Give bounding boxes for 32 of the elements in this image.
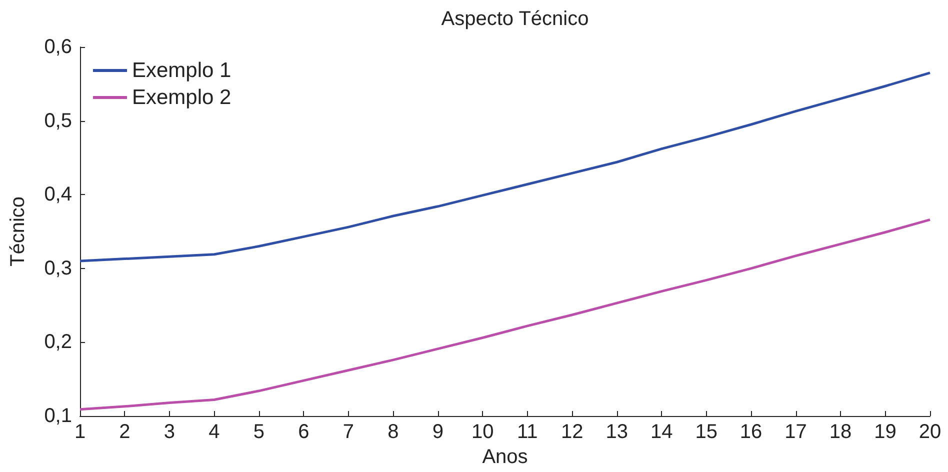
x-tick-label: 7	[342, 421, 354, 443]
legend-label: Exemplo 2	[132, 86, 232, 109]
x-tick-label: 12	[560, 421, 584, 443]
x-tick-label: 8	[388, 421, 399, 443]
y-tick-label: 0,6	[44, 36, 72, 58]
x-axis-title: Anos	[482, 446, 528, 468]
x-tick-label: 15	[695, 421, 718, 443]
x-tick-label: 4	[208, 421, 220, 443]
x-tick-label: 18	[829, 421, 852, 443]
x-tick-label: 5	[253, 421, 265, 443]
y-tick-label: 0,1	[44, 405, 72, 427]
chart-title: Aspecto Técnico	[441, 8, 589, 30]
y-tick-label: 0,5	[44, 110, 72, 132]
x-tick-label: 20	[918, 421, 942, 443]
x-tick-label: 9	[432, 421, 444, 443]
x-tick-label: 3	[164, 421, 176, 443]
x-tick-label: 6	[298, 421, 310, 443]
x-tick-label: 1	[74, 421, 86, 443]
x-tick-label: 10	[472, 421, 494, 443]
x-tick-label: 19	[874, 421, 896, 443]
x-tick-label: 2	[119, 421, 130, 443]
y-tick-label: 0,3	[44, 257, 72, 280]
x-tick-label: 16	[740, 421, 762, 443]
x-tick-label: 11	[516, 421, 538, 443]
y-tick-label: 0,4	[44, 184, 72, 206]
x-tick-label: 17	[784, 421, 807, 443]
x-tick-label: 13	[606, 421, 628, 443]
line-series	[78, 218, 932, 411]
legend-label: Exemplo 1	[132, 59, 232, 82]
y-axis-title: Técnico	[7, 196, 29, 267]
y-tick-label: 0,2	[44, 331, 72, 354]
x-tick-label: 14	[650, 421, 673, 443]
